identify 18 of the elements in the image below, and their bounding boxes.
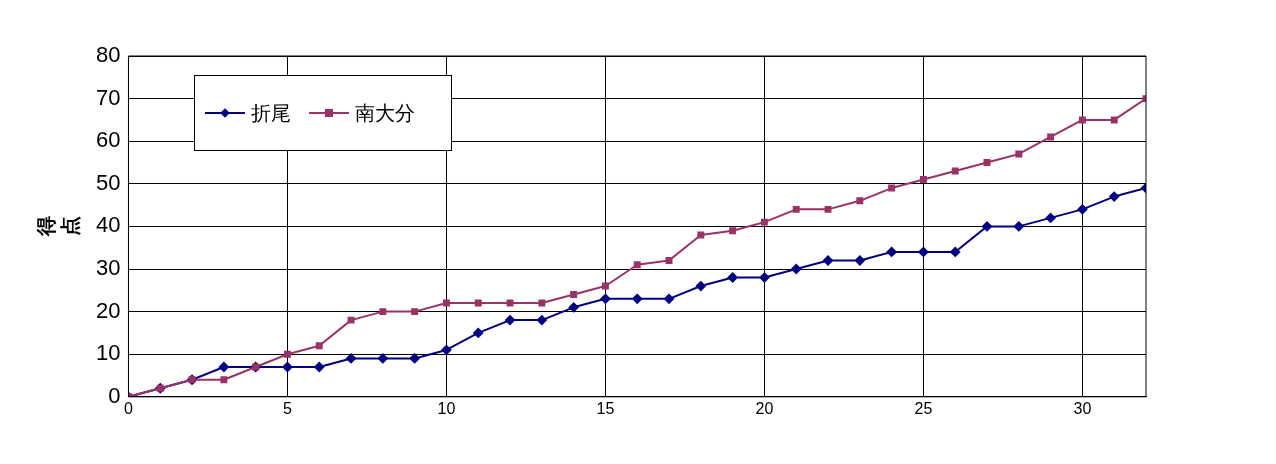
y-tick-label: 40 — [95, 212, 121, 238]
x-tick-label: 5 — [283, 399, 293, 417]
x-tick-label: 25 — [914, 399, 933, 417]
x-tick-label: 30 — [1073, 399, 1092, 417]
legend-label: 南大分 — [355, 99, 415, 127]
y-tick-label: 20 — [95, 297, 121, 323]
y-tick-label: 60 — [95, 127, 121, 153]
y-tick-label: 70 — [95, 84, 121, 110]
y-tick-label: 10 — [95, 340, 121, 366]
x-tick-label: 15 — [596, 399, 615, 417]
y-tick-label: 80 — [95, 42, 121, 68]
legend-label: 折尾 — [251, 99, 291, 127]
x-tick-label: 10 — [437, 399, 456, 417]
y-tick-label: 50 — [95, 169, 121, 195]
y-tick-label: 30 — [95, 255, 121, 281]
x-tick-label: 0 — [124, 399, 134, 417]
y-axis-title: 得点 — [34, 216, 83, 238]
x-tick-label: 20 — [755, 399, 774, 417]
